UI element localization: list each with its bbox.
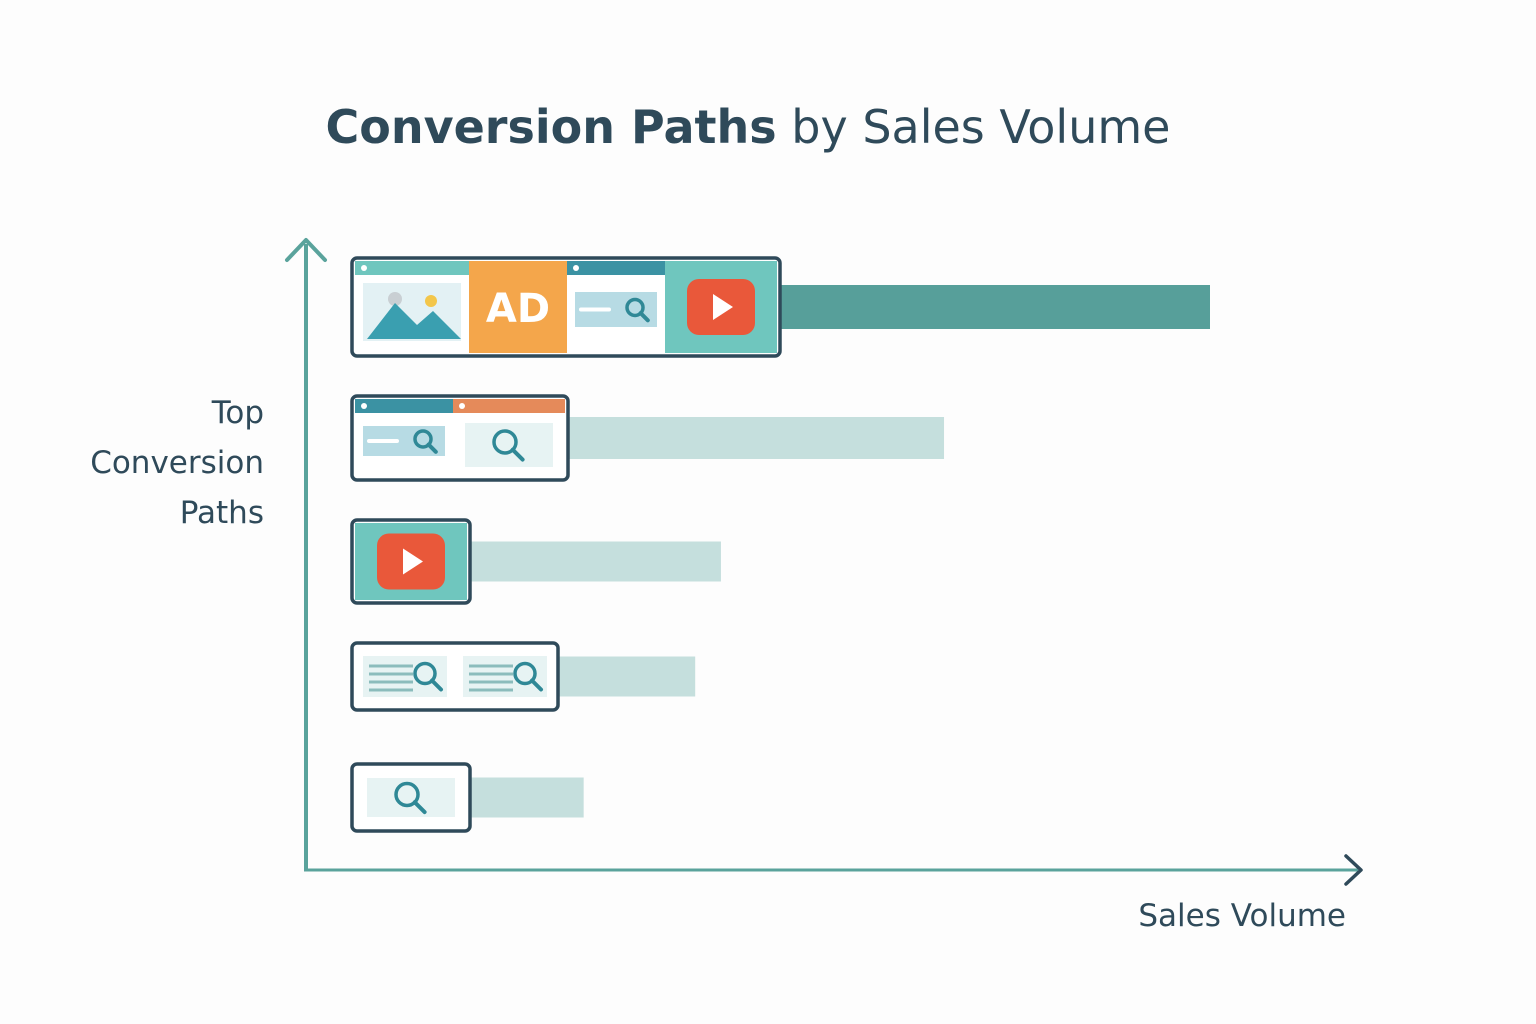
bar-4: [554, 656, 696, 697]
y-axis-arrow-icon: [285, 238, 327, 262]
x-axis-label: Sales Volume: [1138, 898, 1346, 934]
y-axis-label-line-3: Paths: [179, 495, 264, 531]
svg-text:AD: AD: [486, 286, 550, 332]
path-tile-1: AD: [350, 256, 782, 358]
path-tile-3: [350, 518, 472, 605]
y-axis-label-line-1: Top: [211, 395, 264, 431]
text-search-icon: [355, 646, 455, 707]
path-tile-frame: [350, 641, 560, 712]
y-axis-label-line-2: Conversion: [90, 445, 264, 481]
search-bar-icon: [355, 399, 453, 477]
path-row-1: AD: [350, 256, 1210, 358]
path-row-5: [350, 762, 584, 833]
x-axis-arrow-icon: [1344, 854, 1363, 886]
ad-icon: AD: [469, 261, 567, 353]
path-tile-2: [350, 394, 570, 482]
path-tile-frame: [350, 762, 472, 833]
text-search-icon: [455, 646, 555, 707]
search-icon: [453, 399, 565, 477]
play-icon: [665, 261, 777, 353]
path-tile-4: [350, 641, 560, 712]
path-tile-frame: [350, 256, 782, 358]
bar-2: [564, 417, 945, 459]
path-tile-frame: [350, 518, 472, 605]
bar-5: [466, 777, 584, 818]
path-tile-5: [350, 762, 472, 833]
bar-3: [466, 541, 721, 582]
path-row-3: [350, 518, 721, 605]
path-row-2: [350, 394, 945, 482]
search-icon: [355, 767, 467, 828]
path-tile-frame: [350, 394, 570, 482]
y-axis-label: Top Conversion Paths: [60, 388, 264, 538]
play-icon: [355, 523, 467, 600]
search-bar-icon: [567, 261, 665, 353]
chart-title-bold: Conversion Paths: [325, 100, 777, 154]
chart-title-rest: by Sales Volume: [776, 100, 1171, 154]
path-row-4: [350, 641, 696, 712]
image-icon: [355, 261, 469, 353]
bar-1: [776, 285, 1210, 329]
chart-title: Conversion Paths by Sales Volume: [0, 100, 1496, 154]
